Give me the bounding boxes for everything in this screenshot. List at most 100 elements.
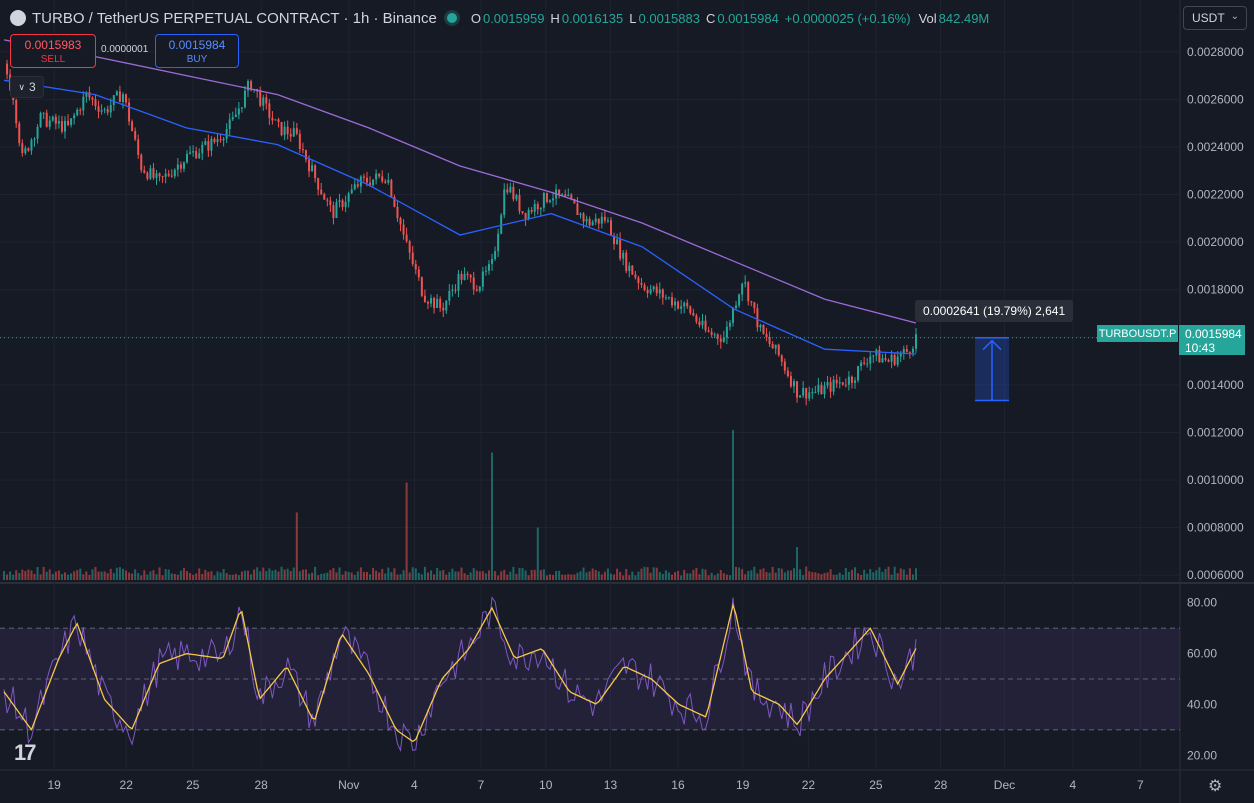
volume-bar (198, 568, 201, 580)
candle-body (298, 133, 301, 150)
volume-bar (765, 572, 768, 580)
time-tick-label: 22 (802, 778, 816, 792)
volume-bar (771, 566, 774, 580)
candle-body (91, 97, 94, 100)
candle-body (759, 324, 762, 328)
volume-bar (475, 570, 478, 580)
sell-button[interactable]: 0.0015983 SELL (10, 34, 96, 68)
candle-body (686, 302, 689, 307)
gear-icon[interactable]: ⚙ (1208, 778, 1223, 795)
volume-bar (491, 452, 494, 580)
candle-body (497, 233, 500, 252)
tradingview-logo-icon[interactable]: 17 (14, 740, 37, 765)
volume-bar (500, 571, 503, 580)
candle-body (308, 159, 311, 172)
volume-bar (173, 573, 176, 580)
candle-body (97, 106, 100, 112)
volume-bar (875, 570, 878, 580)
volume-bar (661, 573, 664, 580)
volume-bar (628, 575, 631, 580)
spread-value: 0.0000001 (101, 44, 149, 55)
candle-body (100, 110, 103, 112)
volume-bar (88, 575, 91, 580)
candle-body (640, 283, 643, 285)
candle-body (442, 307, 445, 311)
volume-bar (326, 572, 329, 580)
candle-body (262, 97, 265, 106)
volume-bar (487, 570, 490, 580)
indicators-toggle[interactable]: ∨ 3 (10, 76, 44, 98)
candle-body (780, 355, 783, 362)
candle-body (783, 361, 786, 371)
candle-body (689, 306, 692, 313)
candle-body (411, 252, 414, 264)
symbol-title[interactable]: TURBO / TetherUS PERPETUAL CONTRACT · 1h… (32, 9, 437, 27)
candle-body (823, 385, 826, 395)
candle-body (667, 297, 670, 299)
buy-button[interactable]: 0.0015984 BUY (155, 34, 239, 68)
sell-price: 0.0015983 (24, 37, 82, 52)
volume-bar (869, 569, 872, 580)
price-tick-label: 0.0028000 (1187, 45, 1244, 59)
volume-bar (518, 567, 521, 580)
volume-bar (277, 571, 280, 580)
volume-bar (609, 573, 612, 580)
candle-body (847, 376, 850, 385)
candle-body (109, 104, 112, 113)
volume-bar (390, 572, 393, 580)
candle-body (884, 358, 887, 360)
candle-body (198, 153, 201, 159)
candle-body (155, 173, 158, 178)
candle-body (445, 300, 448, 311)
candle-body (259, 91, 262, 106)
candle-body (533, 204, 536, 212)
candle-body (808, 392, 811, 399)
volume-bar (39, 574, 42, 580)
volume-bar (344, 571, 347, 580)
volume-bar (393, 568, 396, 580)
volume-bar (253, 569, 256, 580)
volume-bar (539, 570, 542, 580)
candle-body (765, 333, 768, 338)
volume-bar (304, 569, 307, 580)
last-price-value: 0.0015984 (1185, 327, 1242, 341)
candle-body (521, 211, 524, 213)
candle-body (6, 63, 9, 75)
volume-bar (530, 569, 533, 580)
volume-bar (658, 572, 661, 580)
volume-bar (189, 572, 192, 580)
volume-bar (817, 573, 820, 580)
volume-bar (570, 574, 573, 580)
candle-body (243, 90, 246, 108)
candle-body (692, 312, 695, 316)
candle-body (768, 337, 771, 344)
candle-body (491, 259, 494, 264)
currency-select[interactable]: USDT ⌄ (1183, 6, 1247, 30)
candle-body (582, 213, 585, 222)
volume-bar (783, 572, 786, 580)
candle-body (420, 277, 423, 296)
volume-bar (716, 573, 719, 580)
candle-body (731, 308, 734, 323)
volume-bar (210, 571, 213, 580)
volume-bar (3, 571, 5, 580)
volume-bar (466, 575, 469, 580)
volume-bar (30, 570, 33, 580)
candle-body (454, 289, 457, 291)
volume-bar (64, 572, 67, 580)
volume-bar (789, 570, 792, 580)
candle-body (396, 206, 399, 219)
volume-bar (579, 571, 582, 580)
volume-bar (594, 569, 597, 580)
candle-body (899, 353, 902, 357)
candle-body (60, 121, 63, 132)
volume-bar (6, 574, 9, 580)
candle-body (747, 282, 750, 302)
volume-bar (616, 568, 619, 580)
candle-body (131, 121, 134, 132)
volume-bar (308, 573, 311, 580)
buy-label: BUY (186, 53, 208, 65)
candle-body (335, 202, 338, 218)
volume-bar (320, 573, 323, 580)
